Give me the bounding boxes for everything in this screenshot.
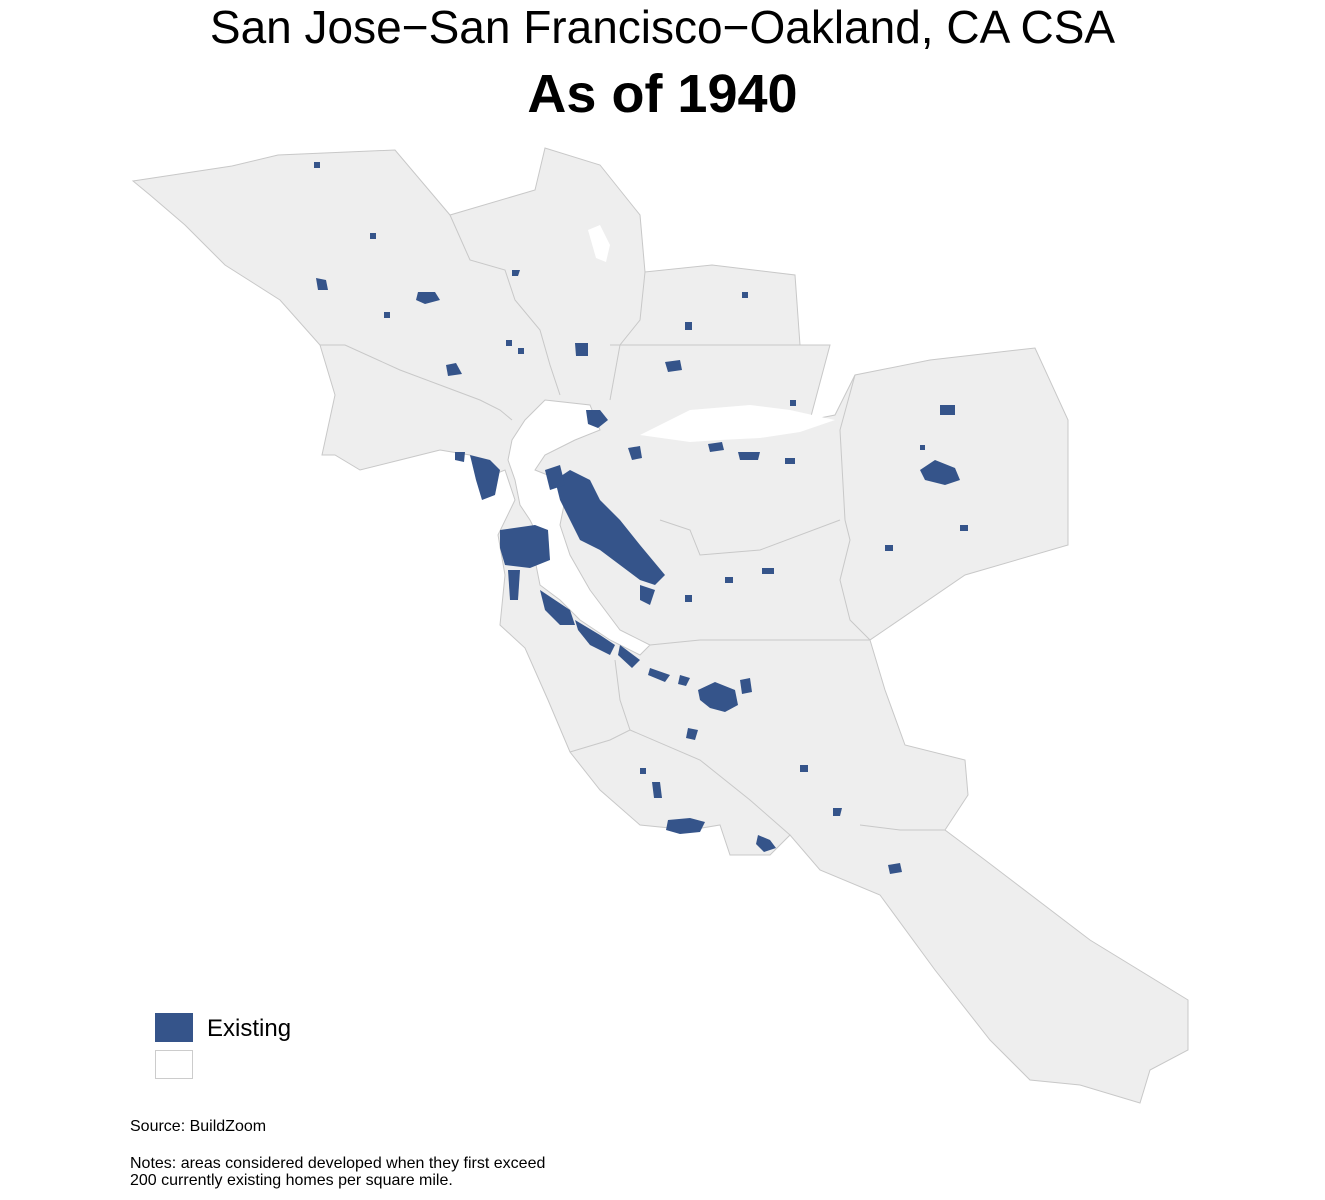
santa-cruz-developed xyxy=(666,818,705,834)
san-jose-developed xyxy=(698,682,738,712)
source-note: Source: BuildZoom xyxy=(130,1118,267,1135)
developed-areas xyxy=(314,162,968,874)
oakland-developed xyxy=(555,470,665,585)
legend-label-existing: Existing xyxy=(207,1015,292,1042)
notes-line-1: Notes: areas considered developed when t… xyxy=(130,1155,546,1172)
san-francisco-developed xyxy=(500,525,550,568)
legend-item-blank xyxy=(155,1050,355,1087)
north-bay-water xyxy=(640,405,835,442)
legend-swatch-blank xyxy=(155,1050,193,1079)
methodology-notes: Notes: areas considered developed when t… xyxy=(130,1155,545,1189)
csa-land-region xyxy=(131,147,1189,1104)
county-borders xyxy=(320,214,945,836)
map-subtitle: As of 1940 xyxy=(527,64,798,124)
legend-item-existing: Existing xyxy=(155,1013,355,1050)
notes-line-2: 200 currently existing homes per square … xyxy=(130,1172,453,1189)
legend-swatch-existing xyxy=(155,1013,193,1042)
map-legend: Existing xyxy=(155,1013,355,1087)
map-title: San Jose−San Francisco−Oakland, CA CSA xyxy=(209,1,1116,53)
napa-reservoir xyxy=(588,225,610,262)
stockton-developed xyxy=(920,460,960,485)
